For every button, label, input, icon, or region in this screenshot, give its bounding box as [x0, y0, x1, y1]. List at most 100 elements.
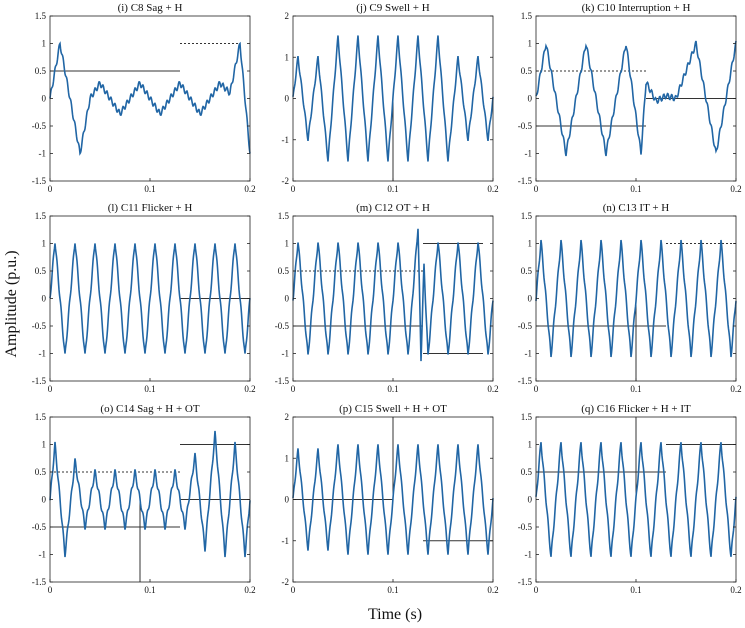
y-tick-label: 0 — [528, 94, 533, 104]
y-tick-label: 1 — [285, 52, 290, 62]
subplot-9: (q) C16 Flicker + H + IT -1.5 -1 -0.5 0 0.5 1 1… — [518, 403, 742, 595]
y-tick-label: -0.5 — [518, 321, 533, 331]
x-tick-label: 0 — [48, 184, 53, 194]
x-tick-label: 0.1 — [630, 184, 641, 194]
y-tick-label: -0.5 — [275, 321, 290, 331]
subplot-2: (j) C9 Swell + H -2 -1 0 1 2 0 0.1 0.2 — [282, 2, 499, 194]
x-tick-label: 0.1 — [630, 384, 641, 394]
signal-series-1 — [292, 35, 494, 162]
subplot-grid: (i) C8 Sag + H-1.5-1-0.500.511.50 0.1 0.2(… — [32, 2, 742, 595]
y-tick-label: 0.5 — [278, 266, 290, 276]
subplot-title: (p) C15 Swell + H + OT — [339, 403, 447, 415]
y-tick-label: -1.5 — [518, 176, 533, 186]
subplot-title: (i) C8 Sag + H — [118, 2, 183, 14]
y-tick-label: -1 — [282, 135, 290, 145]
y-tick-label: 1 — [42, 39, 47, 49]
y-tick-label: -1 — [39, 550, 47, 560]
y-tick-label: -1 — [525, 349, 533, 359]
subplot-title: (k) C10 Interruption + H — [582, 2, 691, 14]
y-tick-label: -0.5 — [32, 321, 47, 331]
x-tick-label: 0 — [291, 585, 296, 595]
y-tick-label: -1.5 — [32, 176, 47, 186]
y-tick-label: 1.5 — [521, 211, 533, 221]
y-tick-label: 1 — [528, 39, 533, 49]
y-tick-label: 0 — [285, 94, 290, 104]
subplot-8: (p) C15 Swell + H + OT -2 -1 0 1 2 0 0.1 0.2 — [282, 403, 499, 595]
x-tick-label: 0.1 — [387, 585, 398, 595]
x-tick-label: 0.1 — [387, 384, 398, 394]
y-tick-label: -1 — [282, 536, 290, 546]
x-axis-label: Time (s) — [368, 606, 422, 623]
y-tick-label: -0.5 — [518, 121, 533, 131]
x-tick-label: 0 — [534, 384, 539, 394]
subplot-title: (l) C11 Flicker + H — [108, 202, 193, 214]
subplot-4: (l) C11 Flicker + H -1.5 -1 -0.5 0 0.5 1 1.5 0 0.… — [32, 202, 256, 394]
subplot-title: (o) C14 Sag + H + OT — [100, 403, 199, 415]
x-tick-label: 0.2 — [244, 184, 255, 194]
y-tick-label: -0.5 — [32, 121, 47, 131]
y-tick-label: 1 — [285, 239, 290, 249]
signal-series-1 — [535, 40, 737, 157]
subplot-title: (j) C9 Swell + H — [356, 2, 429, 14]
x-tick-label: 0.2 — [244, 384, 255, 394]
y-tick-label: 0.5 — [35, 467, 47, 477]
x-tick-label: 0.2 — [487, 184, 498, 194]
y-tick-label: -1.5 — [275, 376, 290, 386]
subplot-title: (n) C13 IT + H — [603, 202, 670, 214]
y-tick-label: -1 — [282, 349, 290, 359]
y-tick-label: 0 — [528, 294, 533, 304]
y-tick-label: 2 — [285, 11, 290, 21]
y-tick-label: 1.5 — [521, 412, 533, 422]
y-axis-label: Amplitude (p.u.) — [3, 250, 20, 357]
subplot-title: (q) C16 Flicker + H + IT — [581, 403, 691, 415]
y-tick-label: 0 — [528, 495, 533, 505]
y-tick-label: 0 — [285, 294, 290, 304]
subplot-3: (k) C10 Interruption + H -1.5 -1 -0.5 0 0.5 1 1… — [518, 2, 742, 194]
y-tick-label: -1.5 — [32, 577, 47, 587]
x-tick-label: 0.2 — [730, 585, 741, 595]
x-tick-label: 0.1 — [144, 184, 155, 194]
y-tick-label: -1 — [39, 349, 47, 359]
signal-series-1 — [292, 228, 494, 362]
signal-series-1 — [535, 442, 737, 557]
x-tick-label: 0 — [534, 585, 539, 595]
x-tick-label: 0.2 — [730, 184, 741, 194]
y-tick-label: 0 — [42, 495, 47, 505]
x-tick-label: 0.1 — [144, 384, 155, 394]
y-tick-label: -1 — [39, 149, 47, 159]
y-tick-label: 1.5 — [35, 211, 47, 221]
y-tick-label: -1 — [525, 550, 533, 560]
x-tick-label: 0 — [48, 585, 53, 595]
y-tick-label: -0.5 — [32, 522, 47, 532]
y-tick-label: 1.5 — [35, 412, 47, 422]
y-tick-label: -1.5 — [518, 577, 533, 587]
signal-series-1 — [292, 444, 494, 555]
y-tick-label: 0 — [285, 495, 290, 505]
y-tick-label: -1.5 — [32, 376, 47, 386]
subplot-5: (m) C12 OT + H -1.5 -1 -0.5 0 0.5 1 1.5 0 0.1 0.2 — [275, 202, 499, 394]
y-tick-label: 0.5 — [35, 266, 47, 276]
y-tick-label: 2 — [285, 412, 290, 422]
signal-series-1 — [49, 41, 251, 156]
signal-series-1 — [535, 239, 737, 358]
signal-series-1 — [49, 243, 251, 354]
x-tick-label: 0.2 — [244, 585, 255, 595]
x-tick-label: 0.1 — [144, 585, 155, 595]
y-tick-label: 1.5 — [521, 11, 533, 21]
y-tick-label: -0.5 — [518, 522, 533, 532]
y-tick-label: -2 — [282, 176, 290, 186]
subplot-1: (i) C8 Sag + H -1.5 -1 -0.5 0 0.5 1 1.5 0 0.1 0.2 — [32, 2, 256, 194]
subplot-6: (n) C13 IT + H -1.5 -1 -0.5 0 0.5 1 1.5 0 0.1 0.2 — [518, 202, 742, 394]
y-tick-label: 0.5 — [35, 66, 47, 76]
y-tick-label: 0.5 — [521, 66, 533, 76]
x-tick-label: 0.1 — [630, 585, 641, 595]
x-tick-label: 0 — [291, 184, 296, 194]
signal-series-1 — [49, 430, 251, 558]
y-tick-label: 0.5 — [521, 467, 533, 477]
y-tick-label: 1.5 — [278, 211, 290, 221]
x-tick-label: 0 — [48, 384, 53, 394]
x-tick-label: 0 — [534, 184, 539, 194]
subplot-title: (m) C12 OT + H — [356, 202, 430, 214]
y-tick-label: 1 — [528, 440, 533, 450]
